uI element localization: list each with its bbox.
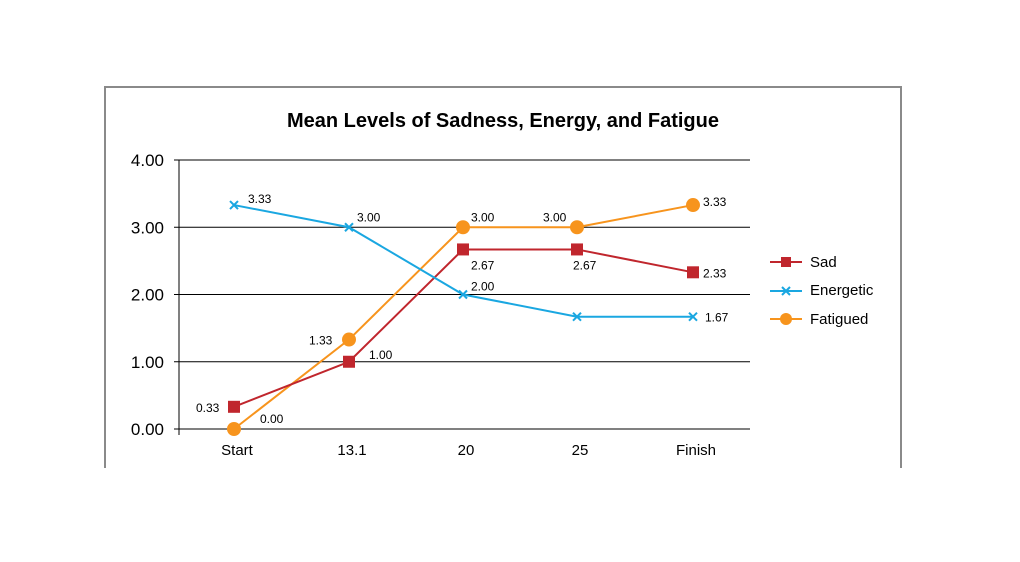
- fatigued-point: [342, 332, 356, 347]
- x-tick-label: 13.1: [337, 442, 366, 459]
- legend-item-sad: Sad: [770, 248, 873, 277]
- chart-frame: Mean Levels of Sadness, Energy, and Fati…: [104, 86, 902, 468]
- fatigued-point: [570, 220, 584, 235]
- sad-point: [228, 400, 240, 413]
- y-tick-label: 0.00: [131, 420, 164, 439]
- energetic-data-label: 2.00: [471, 280, 495, 294]
- fatigued-data-label: 3.33: [703, 195, 727, 209]
- legend-swatch: [770, 286, 802, 296]
- y-tick-label: 3.00: [131, 218, 164, 237]
- legend-label: Sad: [810, 253, 837, 271]
- x-tick-label: 25: [572, 442, 589, 459]
- fatigued-point: [227, 422, 241, 436]
- energetic-data-label: 3.00: [357, 210, 381, 224]
- sad-data-label: 2.67: [471, 258, 495, 272]
- x-tick-label: Finish: [676, 442, 716, 459]
- chart-legend: Sad Energetic Fatigued: [770, 248, 873, 334]
- x-tick-label: 20: [458, 442, 475, 459]
- sad-point: [457, 243, 469, 256]
- sad-data-label: 1.00: [369, 348, 393, 362]
- fatigued-data-label: 0.00: [260, 412, 284, 426]
- x-tick-label: Start: [221, 442, 254, 459]
- energetic-point: [344, 222, 354, 232]
- sad-data-label: 2.33: [703, 266, 727, 280]
- legend-item-energetic: Energetic: [770, 277, 873, 306]
- sad-data-label: 2.67: [573, 258, 597, 272]
- energetic-data-label: 1.67: [705, 311, 729, 325]
- legend-label: Energetic: [810, 282, 874, 300]
- sad-point: [343, 355, 355, 368]
- y-tick-label: 2.00: [131, 286, 164, 305]
- y-tick-label: 1.00: [131, 353, 164, 372]
- fatigued-data-label: 3.00: [543, 210, 567, 224]
- legend-swatch: [770, 257, 802, 268]
- fatigued-data-label: 3.00: [471, 210, 495, 224]
- sad-point: [571, 243, 583, 256]
- sad-data-label: 0.33: [196, 401, 220, 415]
- fatigued-data-label: 1.33: [309, 334, 333, 348]
- energetic-point: [688, 311, 698, 322]
- sad-series-line: [233, 248, 694, 408]
- energetic-point: [229, 200, 239, 210]
- y-tick-label: 4.00: [131, 151, 164, 170]
- legend-label: Fatigued: [810, 310, 869, 328]
- fatigued-point: [686, 198, 700, 213]
- legend-item-fatigued: Fatigued: [770, 305, 873, 334]
- fatigued-point: [456, 220, 470, 235]
- energetic-data-label: 3.33: [248, 192, 272, 206]
- chart-title: Mean Levels of Sadness, Energy, and Fati…: [287, 110, 719, 132]
- energetic-point: [572, 311, 582, 322]
- energetic-point: [458, 289, 468, 300]
- sad-point: [687, 266, 699, 279]
- legend-swatch: [770, 313, 802, 326]
